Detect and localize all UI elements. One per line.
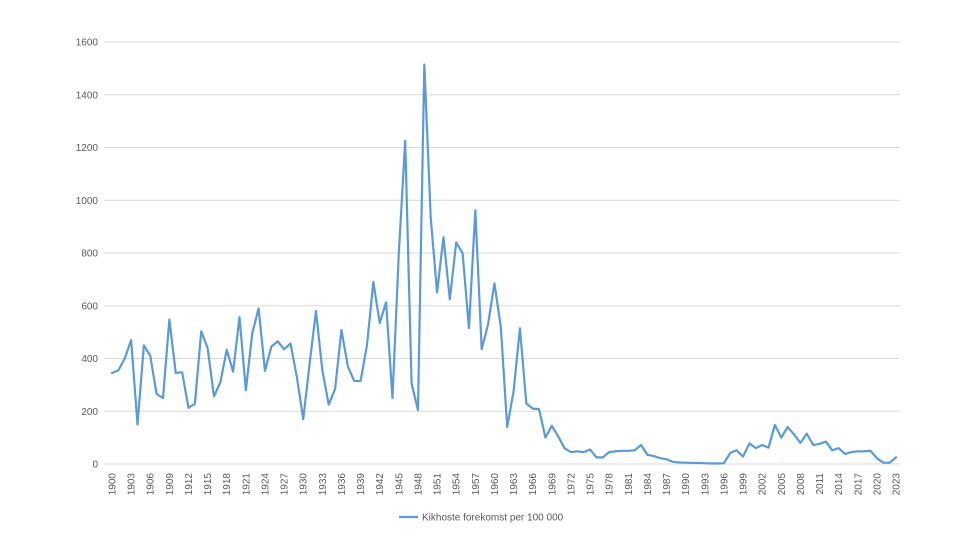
x-tick-label: 1966 (528, 473, 539, 496)
x-tick-label: 2002 (758, 473, 769, 496)
y-tick-label: 0 (92, 460, 98, 471)
x-tick-label: 2008 (796, 473, 807, 496)
x-tick-label: 1996 (719, 473, 730, 496)
x-tick-label: 1987 (662, 473, 673, 496)
series-line (110, 63, 898, 465)
x-tick-label: 1921 (241, 473, 252, 496)
x-tick-label: 1951 (433, 473, 444, 496)
y-tick-label: 1600 (76, 38, 99, 49)
y-tick-label: 1400 (76, 90, 99, 101)
x-tick-label: 2011 (815, 473, 826, 495)
x-tick-label: 1978 (605, 473, 616, 496)
x-tick-label: 1999 (739, 473, 750, 496)
gridlines (104, 41, 900, 412)
y-tick-label: 1000 (76, 196, 99, 207)
y-tick-label: 400 (81, 354, 98, 365)
x-tick-label: 1942 (375, 473, 386, 496)
x-tick-label: 1918 (222, 473, 233, 496)
x-tick-label: 1963 (509, 473, 520, 496)
x-tick-labels: 1900 1903 1906 1909 1912 1915 1918 1921 1924 1927… (108, 473, 903, 496)
x-tick-label: 1945 (394, 473, 405, 496)
x-tick-label: 1972 (566, 473, 577, 496)
x-tick-label: 1954 (452, 473, 463, 496)
y-tick-label: 1200 (76, 143, 99, 154)
x-tick-label: 2005 (777, 473, 788, 496)
x-tick-label: 2020 (872, 473, 883, 496)
x-tick-label: 1948 (413, 473, 424, 496)
series-group (110, 63, 898, 465)
x-tick-label: 1957 (471, 473, 482, 496)
legend-label: Kikhoste forekomst per 100 000 (422, 513, 564, 524)
x-tick-label: 1927 (280, 473, 291, 496)
x-tick-label: 1909 (165, 473, 176, 496)
x-tick-label: 1903 (127, 473, 138, 496)
x-tick-label: 1915 (203, 473, 214, 496)
y-tick-label: 800 (81, 249, 98, 260)
y-tick-label: 200 (81, 407, 98, 418)
x-tick-label: 1933 (318, 473, 329, 496)
x-tick-label: 1936 (337, 473, 348, 496)
x-tick-label: 1912 (184, 473, 195, 496)
x-tick-label: 2023 (892, 473, 903, 496)
x-tick-label: 1960 (490, 473, 501, 496)
x-tick-label: 2017 (853, 473, 864, 496)
x-tick-label: 1981 (624, 473, 635, 496)
x-tick-label: 1900 (108, 473, 119, 496)
x-tick-label: 1990 (681, 473, 692, 496)
legend: Kikhoste forekomst per 100 000 (399, 513, 564, 524)
x-tick-label: 1939 (356, 473, 367, 496)
y-tick-labels: 0 200 400 600 800 1000 1200 1400 1600 (76, 38, 99, 471)
x-tick-label: 1993 (700, 473, 711, 496)
x-tick-label: 1906 (146, 473, 157, 496)
y-tick-label: 600 (81, 301, 98, 312)
x-tick-label: 1975 (586, 473, 597, 496)
x-tick-label: 1930 (299, 473, 310, 496)
x-tick-label: 1969 (547, 473, 558, 496)
x-tick-label: 1924 (260, 473, 271, 496)
x-tick-label: 2014 (834, 473, 845, 496)
x-tick-label: 1984 (643, 473, 654, 496)
